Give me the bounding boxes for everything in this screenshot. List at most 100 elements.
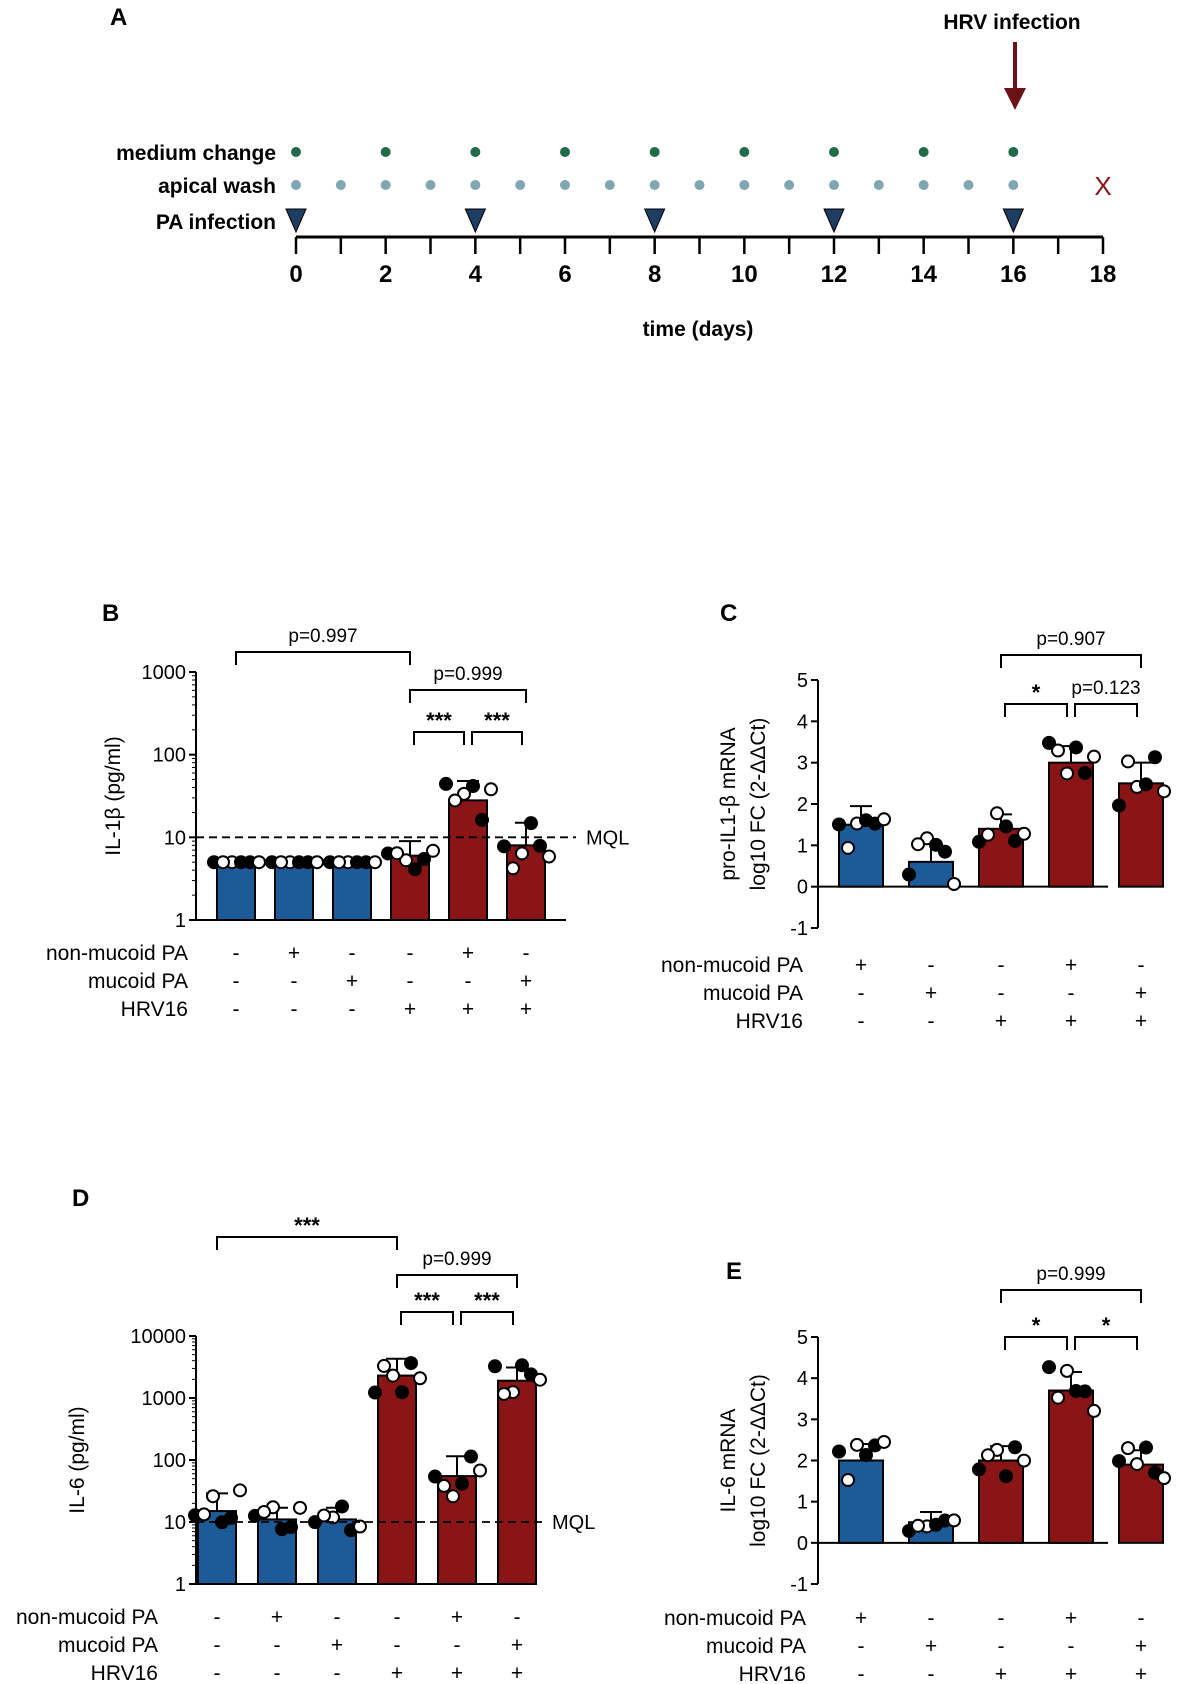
medium-change-dot xyxy=(918,147,929,157)
comparison-label: *** xyxy=(414,1288,440,1313)
condition-mark: + xyxy=(462,998,474,1021)
timeline-tick-label: 4 xyxy=(469,261,483,288)
condition-mark: - xyxy=(349,942,356,965)
condition-mark: + xyxy=(520,998,532,1021)
timeline-tick-label: 6 xyxy=(558,261,571,288)
medium-change-dot xyxy=(739,147,750,157)
data-point xyxy=(216,855,230,870)
y-axis-label: IL-6 mRNA xyxy=(717,1409,740,1513)
panel-letter-a: A xyxy=(110,4,127,31)
condition-mark: - xyxy=(454,1634,461,1657)
data-point xyxy=(1069,740,1083,755)
data-point xyxy=(475,812,489,827)
data-point xyxy=(1139,777,1153,792)
data-point xyxy=(1130,1457,1144,1472)
data-point xyxy=(533,1372,547,1387)
comparison-label: p=0.907 xyxy=(1036,629,1105,650)
apical-wash-dot xyxy=(470,180,481,190)
condition-mark: + xyxy=(925,982,937,1005)
mql-label: MQL xyxy=(586,827,629,849)
condition-label: HRV16 xyxy=(736,1010,803,1033)
panel-e-il6-mrna: -1 0 1 2 3 4 5 IL-6 mRNA log10 FC (2-ΔΔCt) non-mu… xyxy=(664,1264,1171,1684)
bar xyxy=(1118,1463,1164,1544)
data-point xyxy=(446,1489,460,1504)
data-point xyxy=(206,1489,220,1504)
y-tick-label: 5 xyxy=(797,670,808,692)
data-point xyxy=(999,819,1013,834)
condition-mark: + xyxy=(511,1662,523,1684)
data-point xyxy=(368,1385,382,1400)
y-tick-label: 4 xyxy=(797,1368,808,1390)
panel-letter-e: E xyxy=(726,1258,742,1285)
medium-change-dot xyxy=(1008,147,1019,157)
data-point xyxy=(859,1448,873,1463)
medium-change-dot xyxy=(649,147,660,157)
condition-mark: + xyxy=(1135,982,1147,1005)
data-point xyxy=(877,1434,891,1449)
y-tick-label: 3 xyxy=(797,1409,808,1431)
bar xyxy=(1118,782,1164,888)
data-point xyxy=(310,855,324,870)
panel-a: A HRV infection medium change apical was… xyxy=(110,4,1116,341)
apical-wash-dot xyxy=(425,180,436,190)
timeline-x-label: time (days) xyxy=(643,318,754,341)
comparison-label: * xyxy=(1032,1313,1041,1338)
data-point xyxy=(859,813,873,828)
data-point xyxy=(233,1483,247,1498)
condition-mark: - xyxy=(858,1663,865,1684)
y-axis-label: IL-6 (pg/ml) xyxy=(66,1406,89,1513)
data-point xyxy=(1051,1390,1065,1405)
data-point xyxy=(972,1462,986,1477)
timeline-tick-label: 14 xyxy=(910,261,937,288)
condition-mark: - xyxy=(233,970,240,993)
data-point xyxy=(448,793,462,808)
data-point xyxy=(466,779,480,794)
data-point xyxy=(350,855,364,870)
data-point xyxy=(439,776,453,791)
y-tick-label: 2 xyxy=(797,1451,808,1473)
y-tick-label: 1 xyxy=(797,835,808,857)
condition-mark: - xyxy=(998,982,1005,1005)
condition-mark: - xyxy=(214,1634,221,1657)
data-point xyxy=(1042,1360,1056,1375)
condition-label: mucoid PA xyxy=(703,982,803,1005)
condition-mark: + xyxy=(451,1606,463,1629)
data-point xyxy=(353,1519,367,1534)
data-point xyxy=(911,837,925,852)
data-point xyxy=(428,1469,442,1484)
hrv-infection-label: HRV infection xyxy=(943,11,1080,34)
bar xyxy=(497,1379,537,1586)
hrv-infection-arrow xyxy=(1004,42,1026,110)
data-point xyxy=(386,1368,400,1383)
data-point xyxy=(1051,743,1065,758)
data-point xyxy=(981,827,995,842)
y-axis-label: IL-1β (pg/ml) xyxy=(102,736,125,855)
data-point xyxy=(293,1500,307,1515)
comparison-bracket xyxy=(1000,654,1142,668)
y-tick-label: 0 xyxy=(797,1533,808,1555)
bar xyxy=(838,823,884,888)
condition-label: non-mucoid PA xyxy=(46,942,188,965)
condition-mark: - xyxy=(1068,982,1075,1005)
bar xyxy=(1048,1389,1094,1544)
condition-mark: + xyxy=(1065,1010,1077,1033)
apical-wash-dot xyxy=(873,180,884,190)
comparison-label: p=0.123 xyxy=(1071,678,1140,699)
data-point xyxy=(850,1437,864,1452)
panel-c-pro-il1b-mrna: -1 0 1 2 3 4 5 pro-IL1-β mRNA log10 FC (2-ΔΔCt) n… xyxy=(661,629,1171,1033)
data-point xyxy=(455,1476,469,1491)
comparison-bracket xyxy=(1004,1336,1068,1350)
timeline-tick-label: 10 xyxy=(731,261,758,288)
data-point xyxy=(1008,833,1022,848)
data-point xyxy=(488,1359,502,1374)
data-point xyxy=(832,1444,846,1459)
y-tick-label: 10 xyxy=(164,1512,186,1534)
bar xyxy=(1048,761,1094,888)
y-tick-label: 1 xyxy=(175,910,186,932)
comparison-bracket xyxy=(235,651,411,665)
data-point xyxy=(317,1508,331,1523)
condition-mark: - xyxy=(465,970,472,993)
condition-mark: + xyxy=(511,1634,523,1657)
condition-mark: - xyxy=(1068,1635,1075,1658)
